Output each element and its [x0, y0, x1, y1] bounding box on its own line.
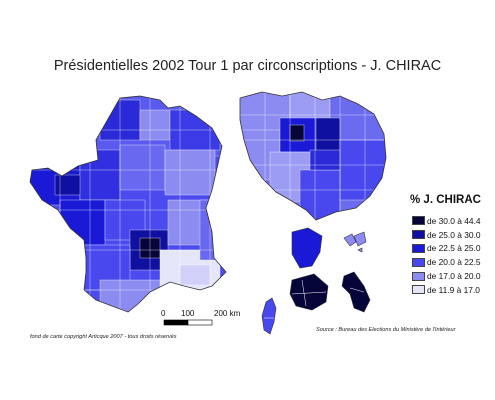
- guadeloupe-map: [343, 231, 367, 253]
- legend-swatch: [412, 230, 425, 240]
- legend-label: de 11.9 à 17.0: [427, 284, 480, 295]
- martinique-map: [341, 271, 371, 313]
- scale-bar: [163, 319, 213, 326]
- legend-item: de 20.0 à 22.5: [412, 255, 481, 269]
- legend-item: de 22.5 à 25.0: [412, 242, 481, 256]
- reunion-map: [289, 273, 329, 311]
- corsica-map: [261, 297, 277, 335]
- legend-label: de 17.0 à 20.0: [427, 271, 481, 282]
- map-title: Présidentielles 2002 Tour 1 par circonsc…: [53, 58, 442, 74]
- legend-swatch: [412, 257, 425, 267]
- guyane-map: [291, 227, 323, 269]
- scale-label-zero: 0: [161, 309, 166, 318]
- source-note: Source : Bureau des Elections du Ministè…: [316, 327, 456, 333]
- legend-swatch: [412, 216, 425, 226]
- france-map: [29, 95, 227, 313]
- legend: de 30.0 à 44.4 de 25.0 à 30.0 de 22.5 à …: [412, 214, 481, 297]
- legend-item: de 11.9 à 17.0: [412, 283, 481, 297]
- legend-item: de 25.0 à 30.0: [412, 228, 481, 242]
- legend-swatch: [412, 243, 425, 253]
- legend-swatch: [412, 271, 425, 281]
- credit-note: fond de carte copyright Articque 2007 - …: [30, 334, 177, 340]
- legend-label: de 20.0 à 22.5: [427, 257, 481, 268]
- legend-item: de 30.0 à 44.4: [412, 214, 481, 228]
- legend-label: de 25.0 à 30.0: [427, 229, 481, 240]
- scale-label-100: 100: [181, 309, 195, 318]
- legend-label: de 22.5 à 25.0: [427, 243, 481, 254]
- legend-item: de 17.0 à 20.0: [412, 269, 481, 283]
- legend-swatch: [412, 285, 425, 295]
- legend-title: % J. CHIRAC: [410, 194, 481, 206]
- ile-de-france-map: [239, 91, 387, 221]
- scale-label-200: 200 km: [214, 309, 241, 318]
- legend-label: de 30.0 à 44.4: [427, 215, 481, 226]
